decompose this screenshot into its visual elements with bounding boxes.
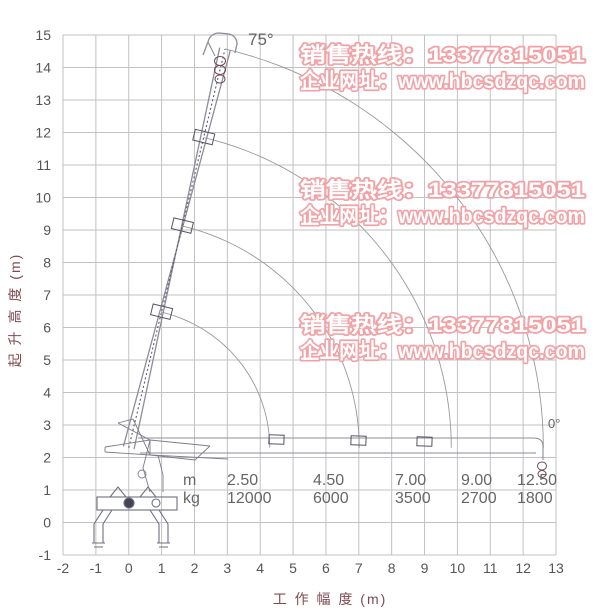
svg-text:12000: 12000 (227, 490, 272, 507)
svg-text:7.00: 7.00 (395, 472, 426, 489)
svg-text:1800: 1800 (517, 490, 553, 507)
svg-text:12.50: 12.50 (517, 472, 557, 489)
svg-text:2.50: 2.50 (227, 472, 258, 489)
svg-text:13: 13 (35, 92, 51, 108)
svg-text:9: 9 (421, 560, 429, 576)
svg-text:4: 4 (256, 560, 264, 576)
svg-text:m: m (183, 472, 196, 489)
svg-text:5: 5 (43, 352, 51, 368)
svg-text:4: 4 (43, 385, 51, 401)
svg-text:2: 2 (191, 560, 199, 576)
svg-text:3: 3 (43, 417, 51, 433)
svg-text:11: 11 (483, 560, 498, 576)
svg-text:10: 10 (35, 190, 51, 206)
svg-text:企业网址：www.hbcsdzqc.com: 企业网址：www.hbcsdzqc.com (299, 339, 585, 363)
svg-text:-1: -1 (39, 547, 52, 563)
svg-text:企业网址：www.hbcsdzqc.com: 企业网址：www.hbcsdzqc.com (299, 204, 585, 228)
svg-text:1: 1 (43, 482, 51, 498)
svg-text:9.00: 9.00 (461, 472, 492, 489)
svg-text:8: 8 (43, 255, 51, 271)
svg-text:6: 6 (43, 320, 51, 336)
svg-text:7: 7 (43, 287, 51, 303)
svg-text:4.50: 4.50 (313, 472, 344, 489)
svg-text:2700: 2700 (461, 490, 497, 507)
svg-text:9: 9 (43, 222, 51, 238)
svg-text:销售热线：13377815051: 销售热线：13377815051 (300, 178, 585, 202)
svg-text:6000: 6000 (313, 490, 349, 507)
svg-text:2: 2 (43, 450, 51, 466)
svg-text:工 作 幅 度 (m): 工 作 幅 度 (m) (273, 591, 388, 607)
svg-text:13: 13 (548, 560, 564, 576)
svg-text:14: 14 (35, 60, 51, 76)
svg-text:销售热线：13377815051: 销售热线：13377815051 (300, 313, 585, 337)
svg-text:6: 6 (322, 560, 330, 576)
svg-text:3500: 3500 (395, 490, 431, 507)
svg-text:8: 8 (388, 560, 396, 576)
svg-text:0: 0 (43, 515, 51, 531)
svg-text:-1: -1 (90, 560, 103, 576)
svg-text:11: 11 (36, 157, 51, 173)
svg-text:12: 12 (35, 125, 51, 141)
svg-text:3: 3 (223, 560, 231, 576)
svg-text:1: 1 (158, 560, 166, 576)
svg-text:15: 15 (35, 27, 51, 43)
svg-text:起 升 高 度 (m): 起 升 高 度 (m) (7, 253, 23, 368)
svg-text:5: 5 (289, 560, 297, 576)
svg-text:销售热线：13377815051: 销售热线：13377815051 (300, 43, 585, 67)
svg-text:12: 12 (515, 560, 531, 576)
svg-text:0: 0 (125, 560, 133, 576)
svg-text:-2: -2 (57, 560, 70, 576)
svg-text:企业网址：www.hbcsdzqc.com: 企业网址：www.hbcsdzqc.com (299, 69, 585, 93)
svg-text:kg: kg (183, 490, 200, 507)
svg-text:7: 7 (355, 560, 363, 576)
svg-text:10: 10 (450, 560, 466, 576)
svg-text:0°: 0° (548, 416, 560, 431)
svg-text:75°: 75° (248, 30, 274, 49)
